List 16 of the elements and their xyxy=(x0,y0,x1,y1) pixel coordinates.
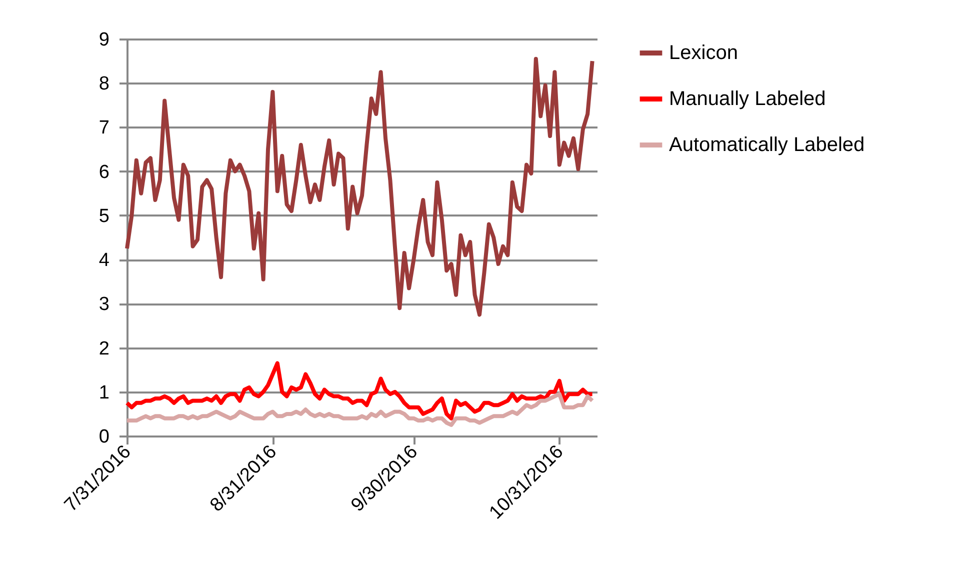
y-tick-label: 0 xyxy=(98,426,110,448)
y-tick-label: 1 xyxy=(98,382,110,404)
y-tick-label: 5 xyxy=(98,206,110,227)
y-tick-label: 8 xyxy=(98,74,110,95)
legend-label: Manually Labeled xyxy=(669,88,826,110)
y-tick-label: 9 xyxy=(98,30,110,50)
y-tick-label: 6 xyxy=(98,162,110,183)
line-series xyxy=(125,392,594,427)
y-tick-label: 3 xyxy=(98,294,110,316)
line-series xyxy=(125,56,594,317)
y-tick-label: 7 xyxy=(98,118,110,139)
y-tick-label: 4 xyxy=(98,250,110,272)
legend-label: Lexicon xyxy=(669,42,738,64)
y-tick-label: 2 xyxy=(98,338,110,360)
legend-label: Automatically Labeled xyxy=(669,134,865,156)
line-series xyxy=(125,361,594,420)
